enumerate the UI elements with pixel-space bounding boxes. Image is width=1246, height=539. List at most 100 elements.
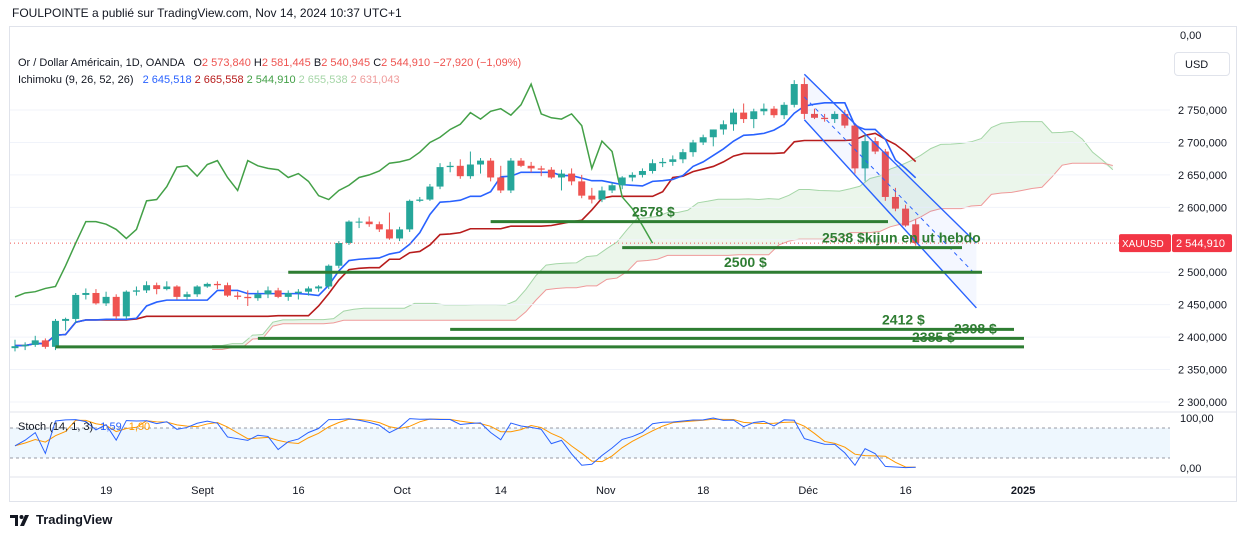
candle bbox=[557, 169, 565, 191]
candle-body bbox=[780, 104, 788, 116]
publication-caption: FOULPOINTE a publié sur TradingView.com,… bbox=[12, 6, 402, 20]
tradingview-footer: TradingView bbox=[10, 512, 112, 527]
level-label: 2385 $ bbox=[912, 329, 955, 345]
legend-open: O2 573,840 bbox=[193, 57, 251, 69]
candle bbox=[770, 106, 778, 118]
price-tick-label: 2 450,000 bbox=[1178, 300, 1227, 312]
candle bbox=[355, 217, 363, 229]
last-price-tag-text: 2 544,910 bbox=[1176, 238, 1225, 250]
candle bbox=[598, 186, 606, 203]
price-tick-label: 2 650,000 bbox=[1178, 170, 1227, 182]
time-axis: 19 Sept 16 Oct 14 Nov 18 Déc 16 2025 bbox=[10, 476, 1236, 497]
candle bbox=[547, 167, 555, 179]
candle-body bbox=[92, 292, 100, 304]
candle bbox=[294, 289, 302, 300]
channel-lower-line bbox=[803, 119, 977, 309]
candle bbox=[72, 292, 80, 323]
tradingview-logo-icon bbox=[10, 514, 29, 526]
candle-body bbox=[810, 113, 818, 118]
candle-body bbox=[608, 185, 616, 191]
level-label: 2578 $ bbox=[632, 204, 675, 220]
candle-body bbox=[881, 151, 889, 197]
candle-body bbox=[507, 160, 515, 191]
candle-body bbox=[638, 170, 646, 175]
kijun-sen-line bbox=[15, 132, 917, 347]
candle bbox=[608, 182, 616, 194]
candle bbox=[477, 158, 485, 174]
legend-low: B2 540,945 bbox=[313, 57, 371, 69]
level-label: 2412 $ bbox=[882, 311, 925, 327]
senkou-span-b bbox=[212, 162, 1113, 350]
candle-body bbox=[740, 112, 748, 120]
time-tick-label: Sept bbox=[191, 485, 214, 497]
time-tick-label: 2025 bbox=[1011, 485, 1035, 497]
level-label: 2398 $ bbox=[954, 320, 997, 336]
candle bbox=[345, 220, 353, 245]
chart-frame bbox=[9, 26, 1237, 502]
candle-body bbox=[689, 142, 697, 153]
price-tick-label: 2 400,000 bbox=[1178, 332, 1227, 344]
time-tick-label: 16 bbox=[292, 485, 304, 497]
candle-body bbox=[213, 283, 221, 286]
candle bbox=[82, 288, 90, 300]
candle-body bbox=[649, 163, 657, 171]
candle-body bbox=[325, 265, 333, 287]
candle bbox=[41, 338, 49, 349]
candle-body bbox=[132, 290, 140, 292]
candle-body bbox=[244, 296, 252, 299]
candle bbox=[800, 77, 808, 120]
candle bbox=[689, 139, 697, 157]
candle bbox=[193, 285, 201, 297]
candle bbox=[183, 291, 191, 300]
candle-body bbox=[274, 290, 282, 297]
candle-body bbox=[730, 112, 738, 125]
candle-body bbox=[426, 186, 434, 200]
candle-body bbox=[568, 173, 576, 182]
candle bbox=[396, 226, 404, 242]
candle bbox=[203, 282, 211, 288]
candle-body bbox=[122, 291, 130, 317]
candle bbox=[51, 318, 59, 351]
price-tick-label: 2 500,000 bbox=[1178, 267, 1227, 279]
candle-body bbox=[153, 285, 161, 290]
candle-body bbox=[770, 108, 778, 116]
candle bbox=[426, 183, 434, 201]
candle-body bbox=[203, 283, 211, 287]
candle bbox=[527, 161, 535, 173]
candle-body bbox=[294, 291, 302, 293]
candle-body bbox=[841, 113, 849, 126]
candle bbox=[810, 108, 818, 120]
candle bbox=[649, 159, 657, 174]
candle bbox=[62, 317, 70, 331]
candle-body bbox=[537, 168, 545, 170]
stochastic-panel: 100,00 0,00 bbox=[10, 411, 1236, 475]
price-tick-label: 2 300,000 bbox=[1178, 397, 1227, 409]
candle bbox=[537, 165, 545, 177]
candle bbox=[669, 155, 677, 166]
candle bbox=[618, 176, 626, 190]
candle bbox=[578, 174, 586, 199]
legend-close: C2 544,910 bbox=[373, 57, 431, 69]
candle bbox=[568, 168, 576, 186]
candle bbox=[31, 335, 39, 347]
price-tick-label: 2 350,000 bbox=[1178, 365, 1227, 377]
price-tick-label: 0,00 bbox=[1180, 30, 1201, 42]
candle bbox=[274, 287, 282, 299]
legend-chikou: 2 544,910 bbox=[246, 74, 296, 86]
channel-upper-line bbox=[803, 73, 977, 244]
candle-body bbox=[871, 141, 879, 152]
candles bbox=[11, 77, 920, 352]
legend-span-a: 2 655,538 bbox=[298, 74, 348, 86]
candle-body bbox=[143, 285, 151, 291]
price-tag: XAUUSD 2 544,910 bbox=[1119, 234, 1232, 253]
candle-body bbox=[557, 173, 565, 178]
candle-body bbox=[588, 195, 596, 200]
candle-body bbox=[193, 286, 201, 295]
currency-button[interactable]: USD bbox=[1174, 52, 1230, 76]
candle-body bbox=[821, 117, 829, 120]
candle bbox=[588, 187, 596, 204]
candle bbox=[659, 158, 667, 168]
candle bbox=[365, 216, 373, 227]
candle bbox=[224, 282, 232, 297]
